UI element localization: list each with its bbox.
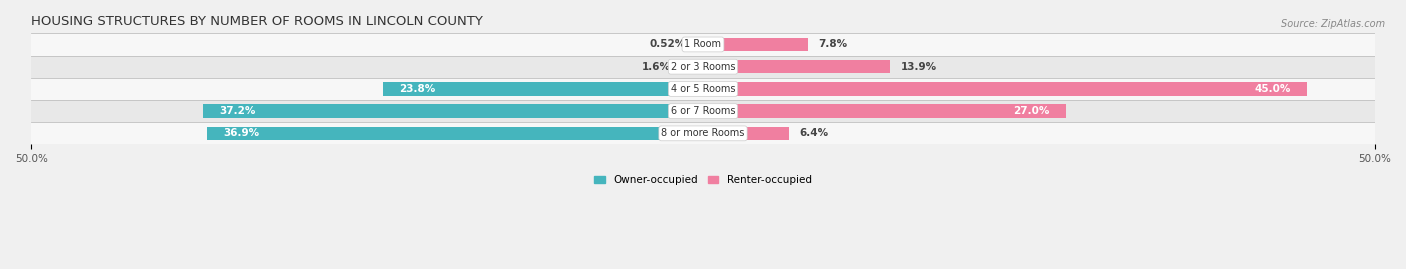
- Text: 45.0%: 45.0%: [1256, 84, 1291, 94]
- Bar: [703, 38, 808, 51]
- Bar: [31, 122, 1375, 144]
- Bar: [384, 82, 703, 95]
- Bar: [31, 33, 1375, 56]
- Bar: [696, 38, 703, 51]
- Bar: [703, 104, 1066, 118]
- Bar: [31, 100, 1375, 122]
- Bar: [703, 60, 890, 73]
- Text: 2 or 3 Rooms: 2 or 3 Rooms: [671, 62, 735, 72]
- Text: 6 or 7 Rooms: 6 or 7 Rooms: [671, 106, 735, 116]
- Text: 6.4%: 6.4%: [800, 128, 828, 138]
- Bar: [682, 60, 703, 73]
- Bar: [31, 78, 1375, 100]
- Text: 7.8%: 7.8%: [818, 40, 848, 49]
- Text: 4 or 5 Rooms: 4 or 5 Rooms: [671, 84, 735, 94]
- Legend: Owner-occupied, Renter-occupied: Owner-occupied, Renter-occupied: [591, 171, 815, 189]
- Text: 37.2%: 37.2%: [219, 106, 256, 116]
- Text: HOUSING STRUCTURES BY NUMBER OF ROOMS IN LINCOLN COUNTY: HOUSING STRUCTURES BY NUMBER OF ROOMS IN…: [31, 15, 484, 28]
- Text: 13.9%: 13.9%: [900, 62, 936, 72]
- Bar: [204, 104, 703, 118]
- Text: 8 or more Rooms: 8 or more Rooms: [661, 128, 745, 138]
- Bar: [31, 56, 1375, 78]
- Text: Source: ZipAtlas.com: Source: ZipAtlas.com: [1281, 19, 1385, 29]
- Text: 27.0%: 27.0%: [1014, 106, 1049, 116]
- Bar: [703, 82, 1308, 95]
- Text: 1 Room: 1 Room: [685, 40, 721, 49]
- Bar: [703, 127, 789, 140]
- Text: 23.8%: 23.8%: [399, 84, 436, 94]
- Text: 36.9%: 36.9%: [224, 128, 260, 138]
- Text: 0.52%: 0.52%: [650, 40, 685, 49]
- Bar: [208, 127, 703, 140]
- Text: 1.6%: 1.6%: [641, 62, 671, 72]
